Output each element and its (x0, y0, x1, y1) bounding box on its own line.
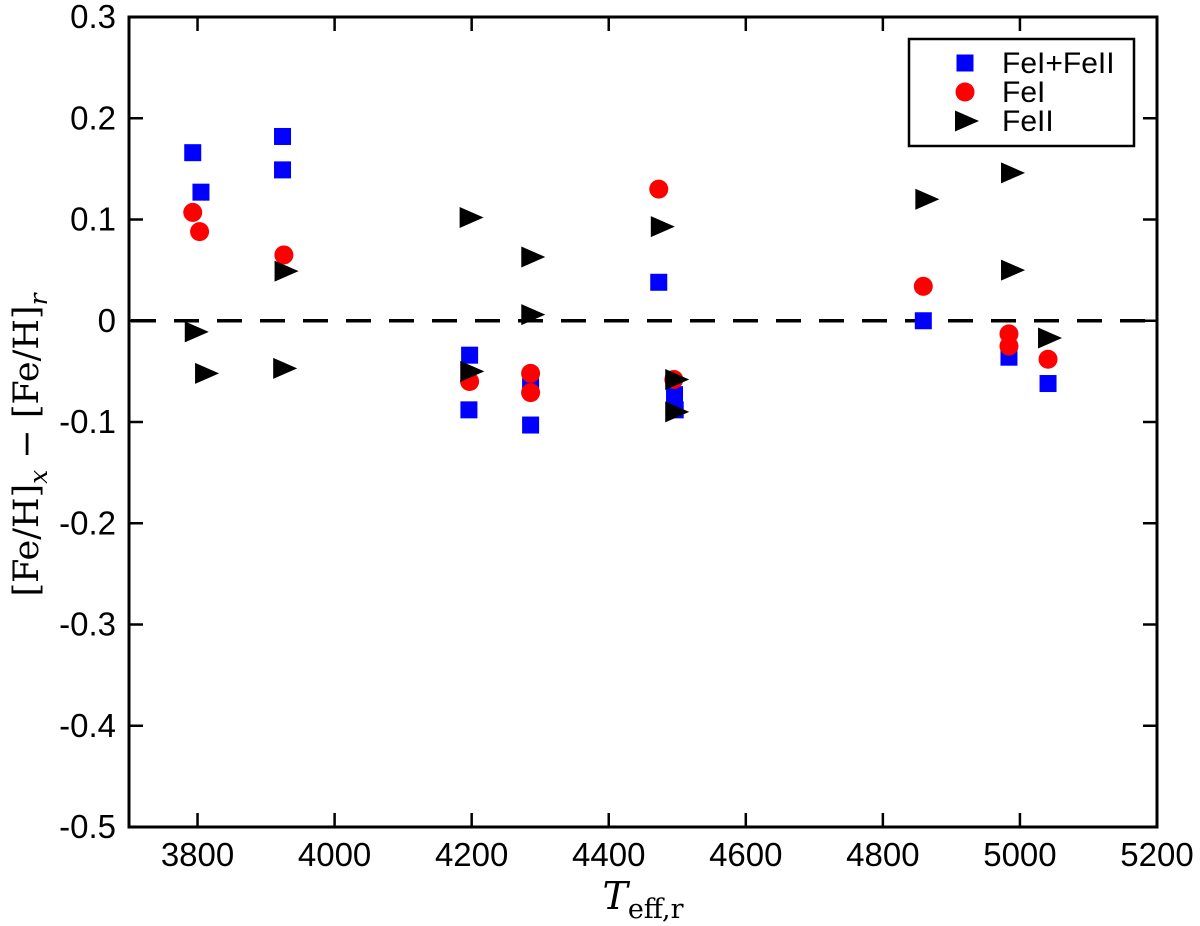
data-point-circle (521, 383, 541, 403)
data-point-square (914, 312, 932, 330)
y-tick-label: -0.1 (59, 403, 116, 440)
x-axis-label: Teff,r (602, 874, 683, 925)
x-axis: 3800 4000 4200 4400 4600 4800 5000 5200 (161, 17, 1194, 873)
data-point-square (192, 183, 210, 201)
data-point-square (184, 144, 202, 162)
data-point-circle (190, 222, 210, 242)
data-point-triangle (665, 368, 690, 390)
data-point-circle (955, 82, 975, 102)
data-point-triangle (273, 357, 298, 379)
data-point-triangle (274, 260, 299, 282)
data-point-circle (183, 202, 203, 222)
data-point-triangle (955, 110, 979, 132)
data-point-triangle (521, 246, 546, 268)
data-point-triangle (195, 362, 220, 384)
y-tick-label: 0.3 (70, 0, 116, 35)
data-point-square (650, 273, 668, 291)
y-tick-label: -0.3 (59, 606, 116, 643)
data-point-square (461, 346, 479, 364)
x-tick-label: 3800 (161, 836, 234, 873)
x-tick-label: 4200 (435, 836, 508, 873)
y-tick-label: 0.2 (70, 99, 116, 136)
x-tick-label: 4800 (846, 836, 919, 873)
legend-box (907, 37, 1136, 148)
data-point-triangle (184, 321, 209, 343)
y-axis-label: [Fe/H]x​ − [Fe/H]r​ (7, 291, 53, 596)
data-point-circle (521, 363, 541, 383)
data-point-triangle (521, 304, 546, 326)
y-axis: 0.3 0.2 0.1 0 -0.1 -0.2 -0.3 -0.4 -0.5 (59, 0, 1157, 845)
legend-entry-label: FeI (1002, 76, 1045, 109)
y-tick-label: -0.4 (59, 707, 116, 744)
data-point-triangle (1001, 162, 1026, 184)
data-point-triangle (1001, 259, 1026, 281)
data-point-square (956, 54, 974, 72)
x-tick-label: 5000 (983, 836, 1056, 873)
data-point-square (460, 401, 478, 419)
data-point-square (1039, 375, 1057, 393)
x-tick-label: 4600 (709, 836, 782, 873)
data-point-triangle (459, 206, 484, 228)
x-tick-label: 4400 (572, 836, 645, 873)
y-tick-label: 0 (98, 302, 116, 339)
data-point-square (522, 416, 540, 434)
data-point-circle (649, 179, 669, 199)
legend-entry-label: FeII (1002, 105, 1054, 138)
data-point-circle (1038, 349, 1058, 369)
data-point-circle (913, 276, 933, 296)
data-point-circle (274, 245, 294, 265)
series-fei (183, 179, 1058, 403)
data-point-triangle (915, 188, 940, 210)
data-point-square (274, 161, 292, 179)
y-tick-label: 0.1 (70, 201, 116, 238)
legend-entry-label: FeI+FeII (1002, 47, 1115, 80)
x-tick-label: 5200 (1120, 836, 1193, 873)
data-point-square (274, 127, 292, 145)
data-point-triangle (665, 401, 690, 423)
y-tick-label: -0.2 (59, 504, 116, 541)
series-feii (184, 162, 1063, 423)
data-point-square (666, 386, 684, 404)
x-tick-label: 4000 (298, 836, 371, 873)
data-point-triangle (650, 216, 675, 238)
data-point-triangle (1038, 327, 1063, 349)
data-point-circle (999, 336, 1019, 356)
y-tick-label: -0.5 (59, 808, 116, 845)
data-point-triangle (460, 360, 485, 382)
